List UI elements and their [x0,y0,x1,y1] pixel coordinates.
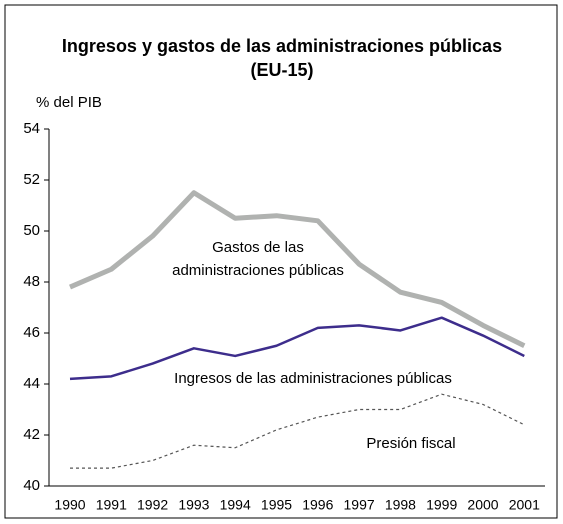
x-tick-label: 1997 [344,497,375,513]
y-tick-label: 52 [23,171,40,188]
y-tick-label: 50 [23,222,40,239]
series-line [69,316,525,381]
y-tick-label: 42 [23,426,40,443]
y-tick-label: 40 [23,477,40,494]
y-tick-label: 54 [23,120,40,137]
x-tick-label: 1990 [54,497,85,513]
y-axis-label: % del PIB [36,94,102,111]
chart-subtitle: (EU-15) [250,60,313,80]
series-line [70,393,525,469]
x-tick-label: 1993 [178,497,209,513]
x-tick-label: 1998 [385,497,416,513]
y-tick-label: 48 [23,273,40,290]
x-tick-label: 1999 [426,497,457,513]
chart-title: Ingresos y gastos de las administracione… [62,36,502,56]
series-label: Gastos de las administraciones públicas [172,239,344,279]
series-line [69,190,526,348]
y-tick-label: 44 [23,375,40,392]
y-tick-label: 46 [23,324,40,341]
x-tick-label: 2000 [467,497,498,513]
x-tick-label: 1991 [96,497,127,513]
x-tick-label: 1994 [220,497,251,513]
series-label: Presión fiscal [366,435,456,452]
x-tick-label: 1996 [302,497,333,513]
x-tick-label: 1992 [137,497,168,513]
frame [4,4,558,519]
x-tick-label: 1995 [261,497,292,513]
x-tick-label: 2001 [509,497,540,513]
series-label: Ingresos de las administraciones pública… [174,370,452,387]
